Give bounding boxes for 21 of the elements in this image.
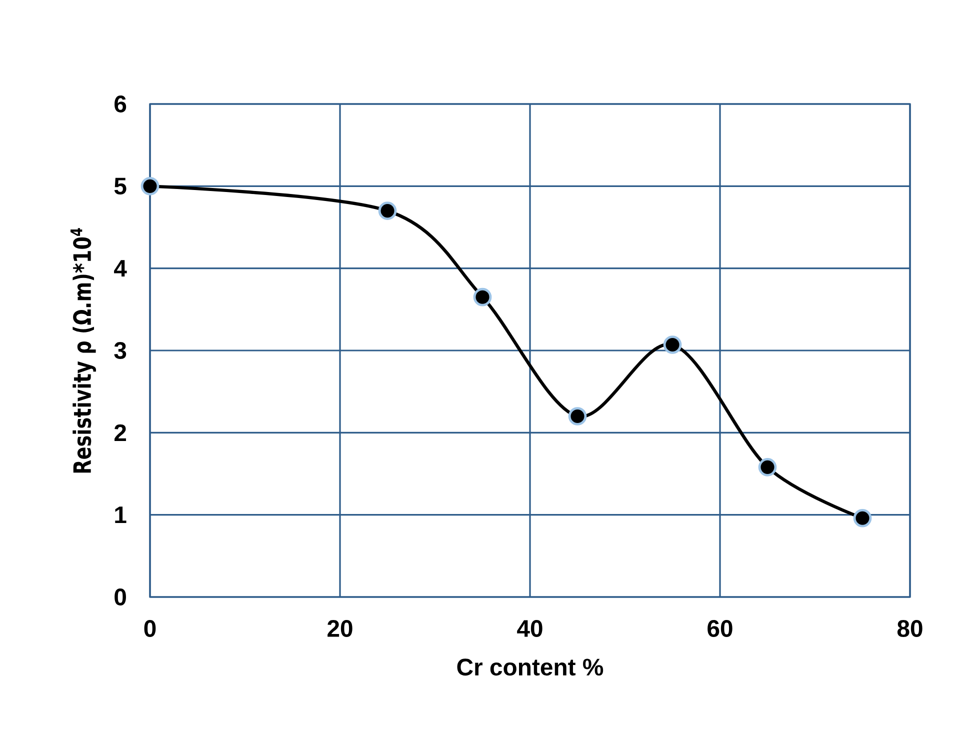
y-tick-label: 1 bbox=[115, 506, 126, 524]
x-tick-label: 0 bbox=[144, 620, 156, 637]
y-axis-title: Resistivity ρ (Ω.m)*10$^{4}$ bbox=[70, 228, 96, 473]
x-tick-label: 20 bbox=[328, 620, 352, 637]
y-tick-label: 0 bbox=[114, 588, 126, 606]
point bbox=[853, 508, 872, 528]
point bbox=[378, 202, 397, 220]
point bbox=[758, 458, 777, 476]
point bbox=[140, 177, 160, 196]
point bbox=[568, 407, 587, 426]
x-axis-title: Cr content % bbox=[457, 658, 604, 676]
y-tick-label: 3 bbox=[114, 342, 126, 359]
y-tick-label: 6 bbox=[114, 96, 126, 112]
x-tick-label: 60 bbox=[708, 620, 732, 637]
x-tick-label: 40 bbox=[517, 620, 542, 637]
y-tick-label: 2 bbox=[114, 424, 126, 442]
y-tick-label: 5 bbox=[114, 178, 126, 194]
point bbox=[663, 336, 682, 354]
x-tick-label: 80 bbox=[897, 620, 922, 637]
y-tick-label: 4 bbox=[114, 260, 127, 277]
point bbox=[473, 288, 492, 306]
